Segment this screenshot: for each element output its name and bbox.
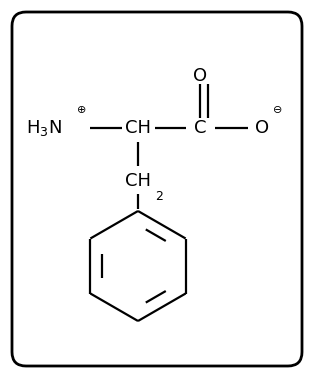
- Text: O: O: [193, 67, 207, 85]
- Text: CH: CH: [125, 172, 151, 190]
- Text: H$_3$N: H$_3$N: [26, 118, 62, 138]
- Text: C: C: [194, 119, 206, 137]
- Text: ⊖: ⊖: [273, 105, 283, 115]
- Text: CH: CH: [125, 119, 151, 137]
- Text: O: O: [255, 119, 269, 137]
- FancyBboxPatch shape: [12, 12, 302, 366]
- Text: ⊕: ⊕: [77, 105, 87, 115]
- Text: 2: 2: [155, 190, 163, 203]
